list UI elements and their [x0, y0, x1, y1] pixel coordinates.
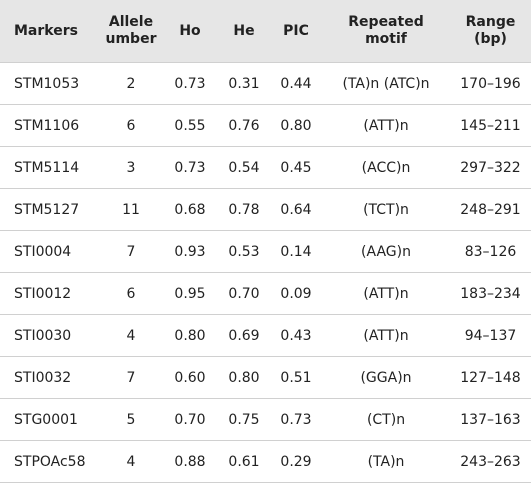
table-cell: 0.73 — [270, 398, 322, 441]
table-cell: 5 — [100, 398, 162, 441]
table-cell: 0.93 — [162, 230, 218, 273]
table-cell: STM1053 — [0, 62, 100, 105]
table-cell: 0.45 — [270, 146, 322, 189]
table-cell: 0.14 — [270, 230, 322, 273]
table-cell: 94–137 — [450, 314, 531, 357]
table-cell: (ATT)n — [322, 272, 450, 315]
table-cell: 0.68 — [162, 188, 218, 231]
table-cell: 11 — [100, 188, 162, 231]
table-cell: STM5127 — [0, 188, 100, 231]
table-cell: 127–148 — [450, 356, 531, 399]
table-cell: 0.31 — [218, 62, 270, 105]
table-row: STM1106 6 0.55 0.76 0.80 (ATT)n 145–211 — [0, 104, 531, 147]
table-cell: 7 — [100, 356, 162, 399]
header-cell: Repeated motif — [322, 0, 450, 63]
table-cell: 0.80 — [218, 356, 270, 399]
table-cell: STM5114 — [0, 146, 100, 189]
table-cell: 0.69 — [218, 314, 270, 357]
table-cell: STM1106 — [0, 104, 100, 147]
table-cell: 0.61 — [218, 440, 270, 483]
table-cell: 7 — [100, 230, 162, 273]
table-cell: 0.54 — [218, 146, 270, 189]
table-cell: 0.80 — [270, 104, 322, 147]
table-cell: 4 — [100, 314, 162, 357]
table-cell: 6 — [100, 104, 162, 147]
table-cell: 145–211 — [450, 104, 531, 147]
table-row: STI0032 7 0.60 0.80 0.51 (GGA)n 127–148 — [0, 356, 531, 399]
table-cell: 243–263 — [450, 440, 531, 483]
table-cell: STI0030 — [0, 314, 100, 357]
table-cell: (CT)n — [322, 398, 450, 441]
table-cell: 297–322 — [450, 146, 531, 189]
header-row: Markers Allele umber Ho He PIC Repeated motif… — [0, 0, 531, 63]
table-cell: 183–234 — [450, 272, 531, 315]
table-cell: 0.09 — [270, 272, 322, 315]
table-row: STI0004 7 0.93 0.53 0.14 (AAG)n 83–126 — [0, 230, 531, 273]
table-cell: 0.73 — [162, 62, 218, 105]
header-cell: Markers — [0, 0, 100, 63]
table-cell: 0.80 — [162, 314, 218, 357]
table-cell: STG0001 — [0, 398, 100, 441]
table-cell: 4 — [100, 440, 162, 483]
table-body: STM1053 2 0.73 0.31 0.44 (TA)n (ATC)n 170–196 S… — [0, 62, 531, 483]
table-cell: 6 — [100, 272, 162, 315]
table-row: STPOAc58 4 0.88 0.61 0.29 (TA)n 243–263 — [0, 440, 531, 483]
table-cell: 0.29 — [270, 440, 322, 483]
table-cell: 0.64 — [270, 188, 322, 231]
table-cell: STI0012 — [0, 272, 100, 315]
table-cell: 0.44 — [270, 62, 322, 105]
table-cell: 0.53 — [218, 230, 270, 273]
table-cell: 0.75 — [218, 398, 270, 441]
header-cell: Range (bp) — [450, 0, 531, 63]
table-row: STM1053 2 0.73 0.31 0.44 (TA)n (ATC)n 170–196 — [0, 62, 531, 105]
table-cell: 2 — [100, 62, 162, 105]
table-cell: 170–196 — [450, 62, 531, 105]
table-row: STM5114 3 0.73 0.54 0.45 (ACC)n 297–322 — [0, 146, 531, 189]
table-cell: 0.60 — [162, 356, 218, 399]
table-cell: 0.55 — [162, 104, 218, 147]
table-cell: 248–291 — [450, 188, 531, 231]
table-cell: 3 — [100, 146, 162, 189]
table-row: STM5127 11 0.68 0.78 0.64 (TCT)n 248–291 — [0, 188, 531, 231]
table-cell: (ACC)n — [322, 146, 450, 189]
table-cell: 0.70 — [218, 272, 270, 315]
table-cell: STI0032 — [0, 356, 100, 399]
table-cell: STPOAc58 — [0, 440, 100, 483]
table-cell: 0.95 — [162, 272, 218, 315]
header-cell: PIC — [270, 0, 322, 63]
table-row: STG0001 5 0.70 0.75 0.73 (CT)n 137–163 — [0, 398, 531, 441]
table-row: STI0012 6 0.95 0.70 0.09 (ATT)n 183–234 — [0, 272, 531, 315]
table-cell: 0.76 — [218, 104, 270, 147]
table-cell: 0.78 — [218, 188, 270, 231]
table-cell: (ATT)n — [322, 314, 450, 357]
table-cell: 0.43 — [270, 314, 322, 357]
table-cell: 0.73 — [162, 146, 218, 189]
table-cell: 83–126 — [450, 230, 531, 273]
table-cell: (TA)n — [322, 440, 450, 483]
table-cell: (ATT)n — [322, 104, 450, 147]
table-cell: (TA)n (ATC)n — [322, 62, 450, 105]
table-cell: 0.88 — [162, 440, 218, 483]
table-cell: (GGA)n — [322, 356, 450, 399]
table-cell: 0.70 — [162, 398, 218, 441]
header-cell: Ho — [162, 0, 218, 63]
table-cell: 0.51 — [270, 356, 322, 399]
table-cell: (AAG)n — [322, 230, 450, 273]
table-row: STI0030 4 0.80 0.69 0.43 (ATT)n 94–137 — [0, 314, 531, 357]
table-cell: (TCT)n — [322, 188, 450, 231]
table-cell: 137–163 — [450, 398, 531, 441]
header-cell: Allele umber — [100, 0, 162, 63]
table-cell: STI0004 — [0, 230, 100, 273]
header-cell: He — [218, 0, 270, 63]
